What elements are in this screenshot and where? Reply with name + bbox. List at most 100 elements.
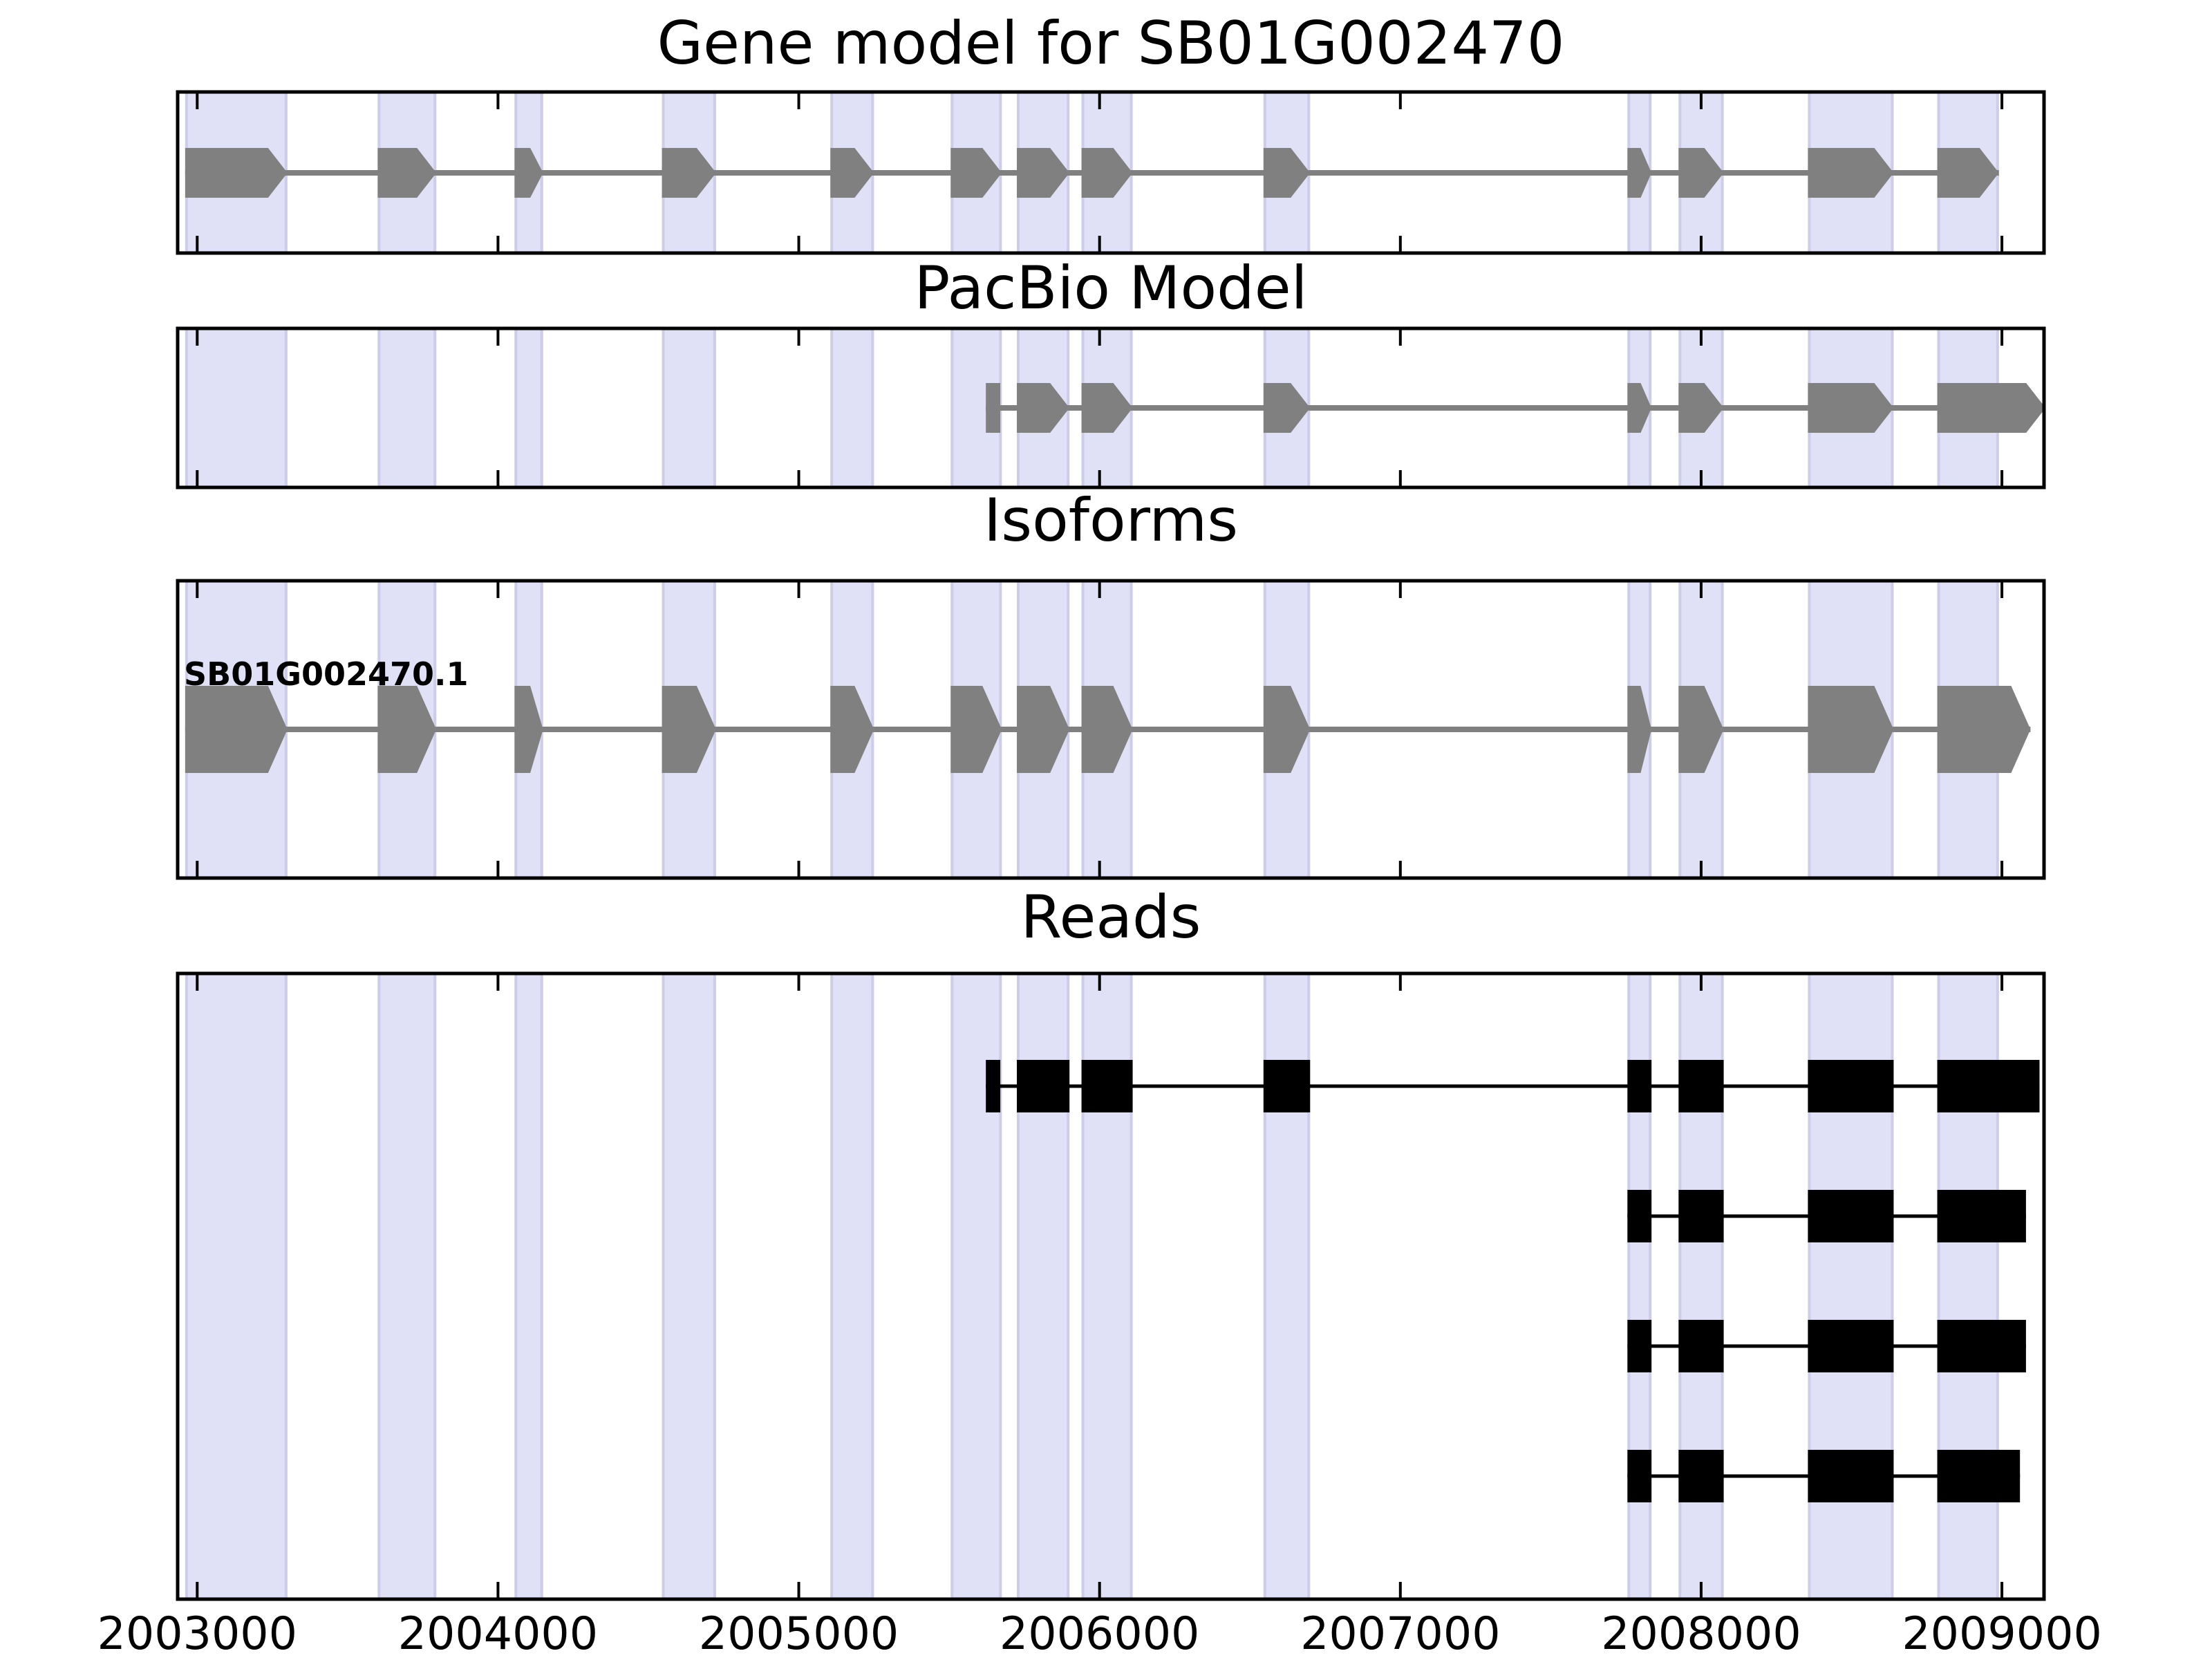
exon-block <box>1678 1060 1724 1112</box>
exon-arrow <box>1937 383 2046 433</box>
exon-arrow <box>1937 148 1999 198</box>
highlight-band-edge <box>433 973 437 1599</box>
highlight-band-edge <box>830 973 834 1599</box>
x-tick-label: 2005000 <box>698 1608 899 1660</box>
exon-arrow <box>1263 383 1311 433</box>
x-tick-label: 2008000 <box>1601 1608 1801 1660</box>
highlight-band-edge <box>1263 973 1266 1599</box>
panel-border <box>176 90 2046 255</box>
exon-arrow <box>1627 148 1652 198</box>
isoform-label: SB01G002470.1 <box>184 655 469 693</box>
highlight-band <box>185 328 288 487</box>
highlight-band-edge <box>999 973 1002 1599</box>
exon-block <box>1808 1320 1894 1372</box>
exon-arrow <box>1081 148 1133 198</box>
highlight-band-edge <box>1678 973 1682 1599</box>
highlight-band-edge <box>185 973 188 1599</box>
exon-block <box>1937 1320 2026 1372</box>
highlight-band <box>830 973 874 1599</box>
highlight-band <box>377 328 437 487</box>
highlight-band-edge <box>1627 973 1631 1599</box>
exon-arrow <box>1263 686 1311 773</box>
highlight-band-edge <box>1081 973 1085 1599</box>
highlight-band-edge <box>713 328 716 487</box>
highlight-band-edge <box>284 973 288 1599</box>
exon-arrow <box>1263 148 1311 198</box>
highlight-band-edge <box>871 328 874 487</box>
exon-arrow <box>1627 686 1652 773</box>
exon-arrow <box>1808 148 1894 198</box>
exon-arrow <box>1017 148 1070 198</box>
highlight-band-edge <box>185 328 188 487</box>
panel-title-isoforms: Isoforms <box>983 486 1239 555</box>
exon-arrow <box>1678 148 1724 198</box>
exon-arrow <box>377 148 437 198</box>
highlight-band-edge <box>540 328 543 487</box>
highlight-band-edge <box>1130 973 1133 1599</box>
exon-arrow <box>514 686 543 773</box>
exon-arrow <box>830 148 874 198</box>
x-tick-label: 2004000 <box>397 1608 599 1660</box>
highlight-band-edge <box>713 973 716 1599</box>
exon-block <box>1081 1060 1133 1112</box>
x-tick-label: 2003000 <box>97 1608 298 1660</box>
highlight-band-edge <box>284 328 288 487</box>
exon-arrow <box>662 686 716 773</box>
highlight-band-edge <box>950 328 954 487</box>
highlight-band-edge <box>1996 973 1999 1599</box>
panel-border <box>176 971 2046 1601</box>
exon-block <box>1808 1190 1894 1242</box>
exon-arrow <box>1678 686 1724 773</box>
exon-block <box>986 383 1001 433</box>
exon-block <box>986 1060 1001 1112</box>
exon-block <box>1627 1060 1652 1112</box>
highlight-band <box>514 328 543 487</box>
highlight-band <box>662 973 716 1599</box>
panel-border <box>176 326 2046 489</box>
exon-arrow <box>377 686 437 773</box>
exon-arrow <box>1017 686 1070 773</box>
exon-arrow <box>185 686 288 773</box>
exon-block <box>1627 1450 1652 1502</box>
highlight-band <box>514 973 543 1599</box>
exon-arrow <box>1808 383 1894 433</box>
highlight-band-edge <box>1721 973 1724 1599</box>
exon-arrow <box>1678 383 1724 433</box>
highlight-band-edge <box>514 328 518 487</box>
exon-block <box>1017 1060 1070 1112</box>
exon-arrow <box>1808 686 1894 773</box>
highlight-band-edge <box>1649 973 1652 1599</box>
exon-block <box>1937 1450 2021 1502</box>
highlight-band-edge <box>871 973 874 1599</box>
exon-arrow <box>662 148 716 198</box>
exon-arrow <box>950 148 1002 198</box>
highlight-band-edge <box>377 973 381 1599</box>
exon-block <box>1627 1320 1652 1372</box>
exon-arrow <box>830 686 874 773</box>
highlight-band-edge <box>662 973 665 1599</box>
exon-block <box>1627 1190 1652 1242</box>
exon-block <box>1808 1450 1894 1502</box>
exon-arrow <box>1081 383 1133 433</box>
highlight-band-edge <box>1017 973 1020 1599</box>
exon-arrow <box>514 148 543 198</box>
exon-arrow <box>950 686 1002 773</box>
highlight-band-edge <box>1891 973 1894 1599</box>
exon-arrow <box>1081 686 1133 773</box>
exon-arrow <box>185 148 288 198</box>
exon-block <box>1678 1320 1724 1372</box>
exon-block <box>1937 1060 2040 1112</box>
x-tick-label: 2006000 <box>999 1608 1200 1660</box>
x-tick-label: 2009000 <box>1902 1608 2102 1660</box>
exon-arrow <box>1627 383 1652 433</box>
highlight-band <box>830 328 874 487</box>
highlight-band-edge <box>1937 973 1940 1599</box>
highlight-band-edge <box>830 328 834 487</box>
highlight-band-edge <box>950 973 954 1599</box>
x-tick-label: 2007000 <box>1300 1608 1501 1660</box>
exon-block <box>1808 1060 1894 1112</box>
highlight-band-edge <box>540 973 543 1599</box>
highlight-band-edge <box>662 328 665 487</box>
